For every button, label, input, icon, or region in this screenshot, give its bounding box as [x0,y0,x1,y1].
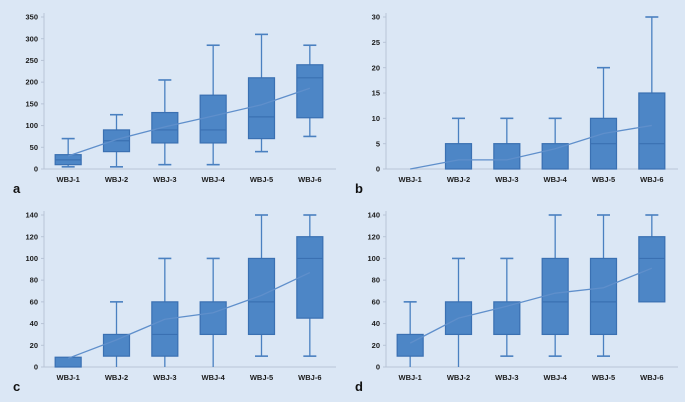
axes: 0 20 40 60 80 100 120 140 WBJ-1 WBJ-2 WBJ-3 WBJ-4 WB… [25,211,336,382]
x-tick-label: WBJ-4 [201,175,225,184]
box-plot-WBJ-2 [444,257,473,367]
x-tick-label: WBJ-5 [250,373,273,382]
panel-letter-b: b [355,181,363,196]
axes: 0 50 100 150 200 250 300 350 WBJ-1 WBJ-2 WBJ-3 WBJ-… [25,13,336,184]
y-tick-label: 120 [367,232,380,241]
boxplot-chart-d: 0 20 40 60 80 100 120 140 WBJ-1 WBJ-2 WBJ-3 WBJ-4 WB… [367,211,678,382]
y-tick-label: 40 [30,319,38,328]
y-tick-label: 60 [372,297,380,306]
box-plot-WBJ-5 [247,214,276,357]
panel-letter-c: c [13,379,21,394]
x-tick-label: WBJ-3 [153,373,176,382]
box-plot-WBJ-4 [541,117,569,170]
x-tick-label: WBJ-5 [592,373,615,382]
x-tick-label: WBJ-5 [592,175,615,184]
box-plot-WBJ-6 [296,44,324,138]
axes: 0 20 40 60 80 100 120 140 WBJ-1 WBJ-2 WBJ-3 WBJ-4 WB… [367,211,678,382]
box-plot-WBJ-5 [589,66,618,170]
box-plot-WBJ-2 [102,113,131,168]
x-tick-label: WBJ-6 [298,373,321,382]
y-tick-label: 20 [30,341,38,350]
box-plot-WBJ-6 [638,16,666,170]
box-plot-WBJ-1 [54,137,82,168]
box-plot-WBJ-3 [151,257,179,367]
y-tick-label: 100 [367,254,380,263]
y-tick-label: 50 [30,143,38,152]
panel-letter-d: d [355,379,363,394]
box-plot-WBJ-4 [199,44,227,166]
y-tick-label: 0 [376,363,380,372]
x-tick-label: WBJ-1 [398,175,421,184]
y-tick-label: 100 [25,121,38,130]
axes: 0 5 10 15 20 25 30 WBJ-1 WBJ-2 WBJ-3 WBJ-4 WBJ-5 WBJ… [372,13,678,184]
y-tick-label: 150 [25,99,38,108]
x-tick-label: WBJ-3 [495,175,518,184]
box-plot-WBJ-6 [638,214,666,303]
y-tick-label: 140 [25,211,38,220]
y-tick-label: 0 [34,363,38,372]
x-tick-label: WBJ-3 [495,373,518,382]
x-tick-label: WBJ-2 [447,175,470,184]
x-tick-label: WBJ-6 [640,175,663,184]
box-plot-WBJ-4 [199,257,227,367]
x-tick-label: WBJ-2 [105,175,128,184]
panel-b: 0 5 10 15 20 25 30 WBJ-1 WBJ-2 WBJ-3 WBJ-4 WBJ-5 WBJ… [342,3,685,201]
x-tick-label: WBJ-6 [640,373,663,382]
box-plot-WBJ-2 [102,301,131,367]
x-tick-label: WBJ-1 [56,175,79,184]
x-tick-label: WBJ-6 [298,175,321,184]
y-tick-label: 20 [372,63,380,72]
x-tick-label: WBJ-3 [153,175,176,184]
panel-letter-a: a [13,181,21,196]
y-tick-label: 200 [25,78,38,87]
y-tick-label: 20 [372,341,380,350]
y-tick-label: 5 [376,139,380,148]
y-tick-label: 140 [367,211,380,220]
trend-line [409,267,653,344]
trend-line [67,271,311,359]
x-tick-label: WBJ-2 [105,373,128,382]
y-tick-label: 350 [25,13,38,22]
y-tick-label: 120 [25,232,38,241]
box-plot-WBJ-6 [296,214,324,357]
y-tick-label: 40 [372,319,380,328]
x-tick-label: WBJ-2 [447,373,470,382]
box-plot-WBJ-5 [247,33,276,153]
box-plot-WBJ-4 [541,214,569,357]
panel-a: 0 50 100 150 200 250 300 350 WBJ-1 WBJ-2 WBJ-3 WBJ-… [0,3,342,201]
panel-c: 0 20 40 60 80 100 120 140 WBJ-1 WBJ-2 WBJ-3 WBJ-4 WB… [0,201,342,399]
box-plot-WBJ-2 [444,117,473,170]
y-tick-label: 80 [372,276,380,285]
trend-line [410,124,652,170]
y-tick-label: 15 [372,89,380,98]
y-tick-label: 60 [30,297,38,306]
x-tick-label: WBJ-1 [56,373,79,382]
y-tick-label: 300 [25,34,38,43]
y-tick-label: 10 [372,114,380,123]
trend-line [67,87,311,157]
x-tick-label: WBJ-5 [250,175,273,184]
x-tick-label: WBJ-4 [543,175,567,184]
box-plot-WBJ-1 [396,301,424,367]
x-tick-label: WBJ-1 [398,373,421,382]
x-tick-label: WBJ-4 [543,373,567,382]
y-tick-label: 30 [372,13,380,22]
box-plot-WBJ-3 [151,79,179,166]
box-plot-WBJ-3 [493,257,521,357]
boxplot-chart-a: 0 50 100 150 200 250 300 350 WBJ-1 WBJ-2 WBJ-3 WBJ-… [25,13,336,184]
box-plot-WBJ-5 [589,214,618,357]
y-tick-label: 80 [30,276,38,285]
x-tick-label: WBJ-4 [201,373,225,382]
panel-d: 0 20 40 60 80 100 120 140 WBJ-1 WBJ-2 WBJ-3 WBJ-4 WB… [342,201,685,399]
boxplot-chart-c: 0 20 40 60 80 100 120 140 WBJ-1 WBJ-2 WBJ-3 WBJ-4 WB… [25,211,336,382]
y-tick-label: 250 [25,56,38,65]
y-tick-label: 25 [372,38,380,47]
y-tick-label: 0 [376,165,380,174]
y-tick-label: 100 [25,254,38,263]
boxplot-chart-b: 0 5 10 15 20 25 30 WBJ-1 WBJ-2 WBJ-3 WBJ-4 WBJ-5 WBJ… [372,13,678,184]
y-tick-label: 0 [34,165,38,174]
box-plot-WBJ-1 [54,356,82,368]
box-plot-WBJ-3 [493,117,521,170]
